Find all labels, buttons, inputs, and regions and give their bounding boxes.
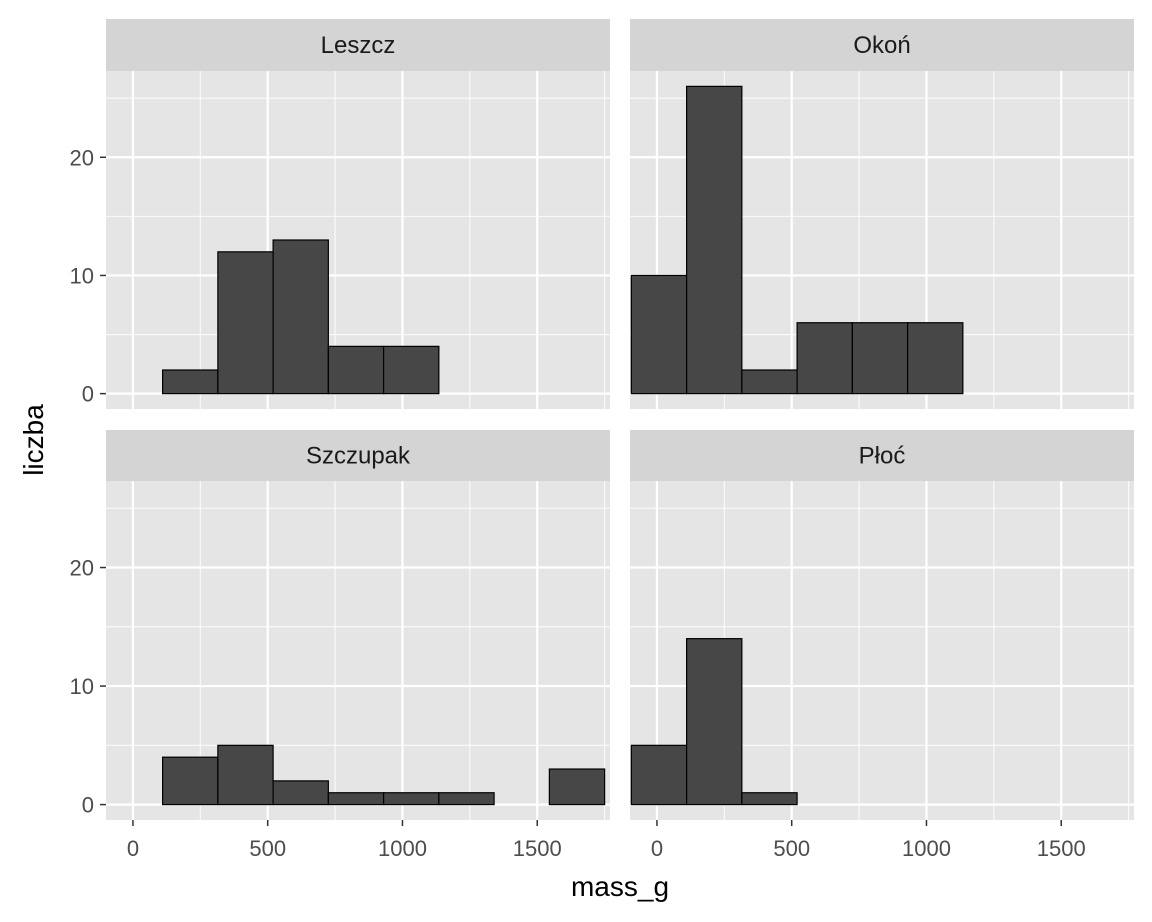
histogram-bar — [796, 322, 853, 395]
y-tick-label: 0 — [82, 793, 94, 818]
x-axis-title: mass_g — [571, 871, 669, 902]
facet-strip — [106, 430, 610, 481]
histogram-bar — [327, 792, 385, 806]
histogram-bar — [741, 792, 798, 806]
histogram-bar — [272, 239, 329, 395]
histogram-bar — [438, 792, 495, 806]
facet-strip-label: Leszcz — [321, 32, 396, 59]
y-tick-label: 10 — [70, 674, 94, 699]
facet-panel: Okoń — [630, 19, 1134, 409]
facet-strip — [630, 19, 1134, 71]
facet-strip — [106, 19, 610, 71]
histogram-bar — [630, 274, 688, 395]
y-tick-label: 20 — [70, 145, 94, 170]
facet-strip — [630, 430, 1134, 481]
histogram-bar — [272, 780, 329, 806]
histogram-bar — [217, 744, 274, 806]
facet-panel: Leszcz 0 10 20 — [70, 19, 610, 409]
facet-panel: Szczupak 0 10 20 0 500 1000 1500 — [70, 430, 610, 861]
facet-strip-label: Okoń — [853, 32, 910, 59]
histogram-bar — [217, 251, 274, 395]
histogram-bar — [548, 768, 606, 806]
histogram-bar — [741, 369, 798, 395]
histogram-bar — [327, 345, 385, 395]
x-tick-label: 500 — [773, 836, 810, 861]
x-tick-label: 1500 — [513, 836, 562, 861]
y-axis-title: liczba — [18, 404, 49, 476]
x-tick-label: 0 — [127, 836, 139, 861]
histogram-bar — [685, 85, 743, 395]
histogram-bar — [161, 369, 219, 395]
histogram-bar — [851, 322, 909, 395]
x-tick-label: 1000 — [378, 836, 427, 861]
x-tick-label: 1000 — [902, 836, 951, 861]
histogram-bar — [907, 322, 964, 395]
histogram-bar — [383, 792, 440, 806]
facet-strip-label: Płoć — [859, 443, 906, 470]
x-tick-label: 500 — [249, 836, 286, 861]
x-tick-label: 1500 — [1037, 836, 1086, 861]
histogram-bar — [685, 638, 743, 806]
x-tick-label: 0 — [651, 836, 663, 861]
y-tick-label: 10 — [70, 263, 94, 288]
histogram-bar — [630, 744, 688, 806]
histogram-bar — [383, 345, 440, 395]
y-tick-label: 20 — [70, 556, 94, 581]
facet-strip-label: Szczupak — [306, 443, 411, 470]
y-tick-label: 0 — [82, 382, 94, 407]
histogram-bar — [161, 756, 219, 806]
facet-panel: Płoć 0 500 1000 1500 — [630, 430, 1134, 861]
